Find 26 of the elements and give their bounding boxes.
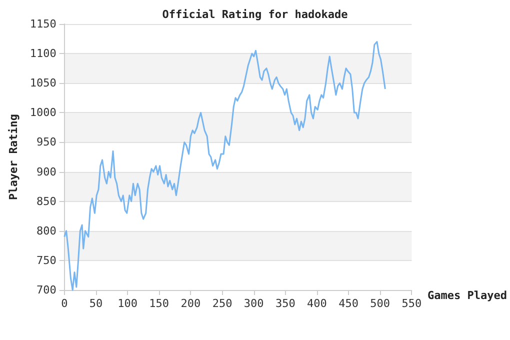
- x-tick-label: 250: [212, 297, 232, 310]
- y-tick-label: 950: [36, 136, 56, 149]
- y-axis-title: Player Rating: [7, 114, 20, 200]
- y-tick-label: 850: [36, 194, 56, 208]
- y-tick-label: 1150: [30, 18, 56, 30]
- y-tick-label: 1050: [30, 76, 56, 90]
- x-tick-label: 200: [180, 297, 201, 310]
- x-tick-label: 100: [118, 297, 138, 310]
- y-tick-label: 700: [36, 284, 56, 296]
- x-tick-label: 50: [89, 297, 103, 310]
- y-tick-label: 800: [36, 224, 56, 238]
- y-tick-label: 1000: [30, 106, 56, 120]
- line-series: [64, 40, 386, 291]
- y-tick-label: 1100: [30, 47, 56, 60]
- x-tick-label: 350: [275, 297, 296, 310]
- x-tick-label: 400: [307, 297, 327, 310]
- x-tick-label: 0: [61, 297, 68, 310]
- x-axis-title: Games Played: [428, 289, 507, 302]
- y-tick-label: 750: [36, 254, 56, 267]
- chart-title: Official Rating for hadokade: [162, 8, 348, 21]
- x-tick-label: 500: [370, 297, 390, 310]
- x-tick-label: 550: [402, 297, 422, 310]
- x-tick-label: 450: [338, 297, 358, 310]
- x-tick-label: 300: [244, 297, 264, 310]
- y-tick-label: 900: [36, 165, 56, 178]
- x-tick-label: 150: [149, 297, 170, 310]
